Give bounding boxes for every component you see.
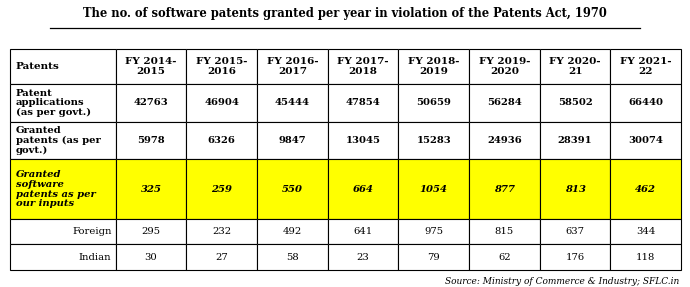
Bar [257,244,328,270]
Bar [398,244,469,270]
Text: 462: 462 [635,185,656,194]
Text: 45444: 45444 [275,98,310,107]
Bar [540,244,611,270]
Bar [469,244,540,270]
Text: 815: 815 [495,227,514,236]
Bar [186,219,257,244]
Bar [398,219,469,244]
Bar [611,244,681,270]
Text: 56284: 56284 [487,98,522,107]
Text: 58: 58 [286,253,299,261]
Bar [540,244,611,270]
Text: FY 2014-
2015: FY 2014- 2015 [126,57,177,76]
Bar [116,244,186,270]
Bar [186,244,257,270]
Text: 664: 664 [353,185,373,194]
Text: 15283: 15283 [416,136,451,145]
Text: 641: 641 [353,227,373,236]
Text: 23: 23 [357,253,369,261]
Bar [398,219,469,244]
Text: 79: 79 [427,253,440,261]
Bar [10,244,116,270]
Text: 30074: 30074 [629,136,663,145]
Bar [469,219,540,244]
Text: FY 2021-
22: FY 2021- 22 [620,57,671,76]
Bar [257,219,328,244]
Text: Patent
applications
(as per govt.): Patent applications (as per govt.) [16,88,91,117]
Text: 9847: 9847 [279,136,306,145]
Bar [257,244,328,270]
Text: 28391: 28391 [558,136,592,145]
Bar [116,219,186,244]
Text: 232: 232 [212,227,231,236]
Text: 58502: 58502 [558,98,593,107]
Bar [540,219,611,244]
Text: 13045: 13045 [346,136,380,145]
Bar [257,219,328,244]
Text: 50659: 50659 [416,98,451,107]
Text: 176: 176 [566,253,584,261]
Text: FY 2020-
21: FY 2020- 21 [549,57,601,76]
Text: 62: 62 [498,253,511,261]
Text: 118: 118 [636,253,656,261]
Text: FY 2015-
2016: FY 2015- 2016 [196,57,248,76]
Bar [611,219,681,244]
Text: Patents: Patents [16,62,59,71]
Text: 492: 492 [283,227,302,236]
Text: Granted
software
patents as per
our inputs: Granted software patents as per our inpu… [16,170,96,208]
Bar [10,219,116,244]
Text: 975: 975 [424,227,443,236]
Bar [328,219,398,244]
Text: 295: 295 [141,227,161,236]
Text: 24936: 24936 [487,136,522,145]
Bar [611,244,681,270]
Text: 550: 550 [282,185,303,194]
Text: 813: 813 [564,185,586,194]
Text: 877: 877 [494,185,515,194]
Text: The no. of software patents granted per year in violation of the Patents Act, 19: The no. of software patents granted per … [83,7,607,20]
Text: 42763: 42763 [134,98,168,107]
Text: 344: 344 [636,227,656,236]
Bar [186,244,257,270]
Bar [10,244,116,270]
Bar [186,219,257,244]
Text: 637: 637 [566,227,584,236]
Bar [328,244,398,270]
Bar [540,219,611,244]
Text: Source: Ministry of Commerce & Industry; SFLC.in: Source: Ministry of Commerce & Industry;… [446,277,680,286]
Text: FY 2019-
2020: FY 2019- 2020 [479,57,530,76]
Text: 5978: 5978 [137,136,165,145]
Text: 46904: 46904 [204,98,239,107]
Text: Granted
patents (as per
govt.): Granted patents (as per govt.) [16,126,101,155]
Text: 47854: 47854 [346,98,380,107]
Bar [611,219,681,244]
Bar [328,244,398,270]
Text: 325: 325 [141,185,161,194]
Text: FY 2018-
2019: FY 2018- 2019 [408,57,460,76]
Bar [328,219,398,244]
Bar [398,244,469,270]
Text: FY 2016-
2017: FY 2016- 2017 [266,57,318,76]
Bar [10,219,116,244]
Bar [116,244,186,270]
Text: 259: 259 [211,185,232,194]
Text: 66440: 66440 [628,98,663,107]
Bar [469,219,540,244]
Bar [469,244,540,270]
Text: 30: 30 [145,253,157,261]
Text: Indian: Indian [79,253,112,261]
Text: 27: 27 [215,253,228,261]
Bar [116,219,186,244]
Text: FY 2017-
2018: FY 2017- 2018 [337,57,389,76]
Text: 6326: 6326 [208,136,235,145]
Text: Foreign: Foreign [72,227,112,236]
Text: 1054: 1054 [420,185,448,194]
